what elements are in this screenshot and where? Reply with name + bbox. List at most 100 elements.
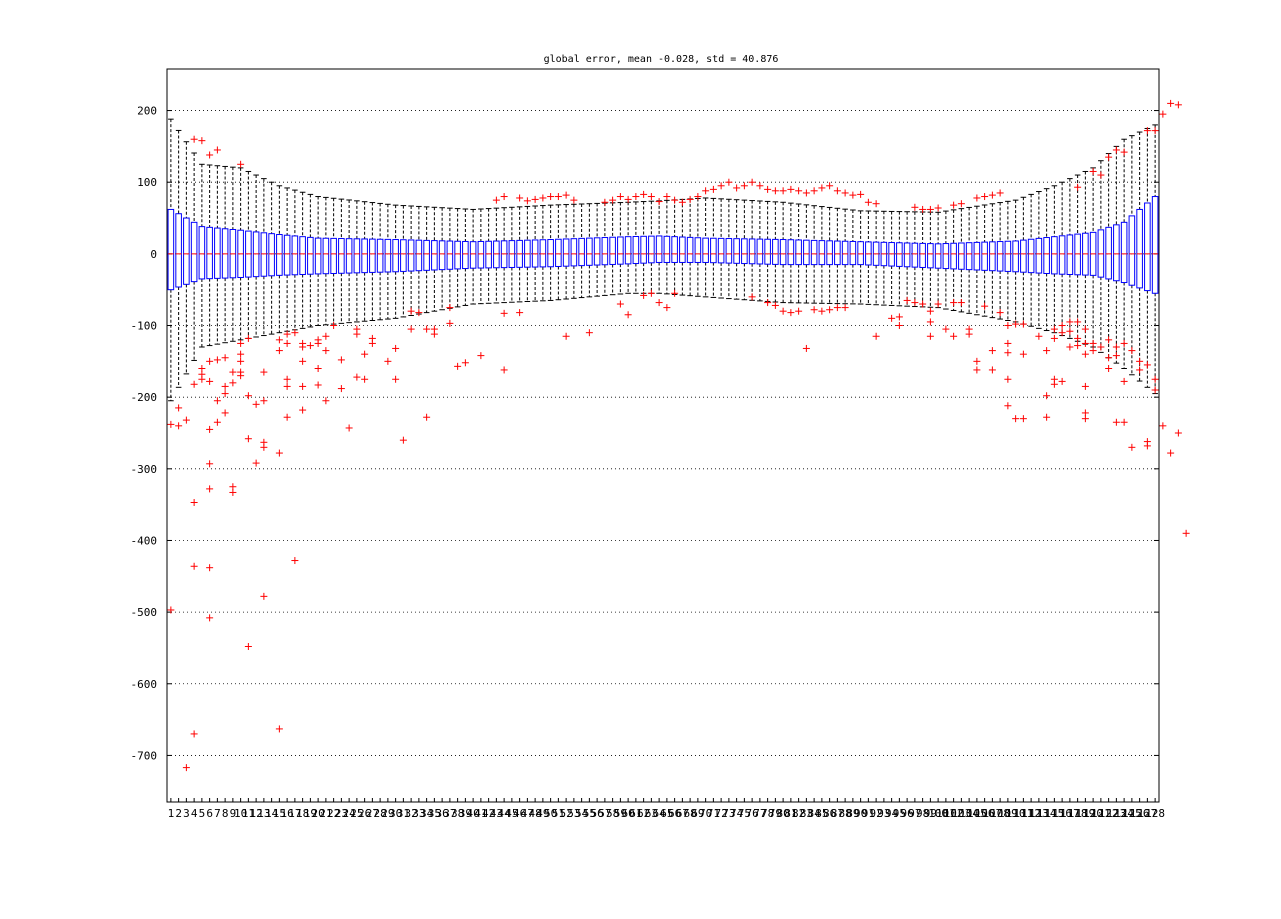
outlier-point	[655, 198, 663, 206]
x-tick-label: 46	[513, 807, 526, 820]
box-group	[330, 197, 337, 325]
x-tick-label: 51	[552, 807, 565, 820]
box-group	[500, 207, 508, 304]
box-group	[423, 206, 430, 314]
outlier-point	[322, 397, 330, 405]
outlier-point	[988, 191, 996, 199]
box-iqr	[175, 213, 182, 288]
outlier-point	[306, 342, 314, 350]
x-tick-label: 21	[319, 807, 332, 820]
outlier-point	[802, 189, 810, 197]
x-tick-label: 20	[312, 807, 325, 820]
outlier-point	[973, 194, 981, 202]
outlier-point	[926, 205, 934, 213]
box-group	[826, 206, 833, 304]
box-group	[927, 211, 934, 308]
outlier-point	[585, 329, 593, 337]
outlier-point	[1159, 422, 1167, 430]
box-iqr	[198, 226, 206, 280]
box-group	[1105, 153, 1112, 359]
x-tick-label: 123	[1106, 807, 1126, 820]
x-tick-label: 66	[668, 807, 681, 820]
box-iqr	[1012, 240, 1019, 273]
outlier-point	[229, 488, 237, 496]
box-group	[167, 118, 175, 402]
x-tick-label: 106	[975, 807, 995, 820]
x-tick-label: 102	[944, 807, 964, 820]
x-tick-label: 91	[862, 807, 875, 820]
box-group	[981, 204, 988, 317]
outlier-point	[802, 344, 810, 352]
x-tick-label: 55	[583, 807, 596, 820]
box-group	[1151, 124, 1159, 395]
box-iqr	[283, 234, 291, 276]
outlier-point	[640, 291, 648, 299]
outlier-point	[1128, 347, 1136, 355]
box-group	[1043, 188, 1050, 332]
box-iqr	[291, 235, 299, 276]
box-group	[338, 198, 345, 324]
x-axis-ticks: 1 2 3 4 5 6 7 8 91011121314151617181920212223242…	[168, 798, 1165, 820]
box-group	[1027, 193, 1035, 327]
box-group	[539, 205, 547, 302]
outlier-point	[1112, 418, 1120, 426]
box-iqr	[1004, 240, 1012, 272]
box-group	[1113, 145, 1120, 364]
x-tick-label: 109	[998, 807, 1018, 820]
box-iqr	[601, 237, 609, 266]
x-tick-label: 111	[1013, 807, 1033, 820]
outlier-point	[872, 332, 880, 340]
x-tick-label: 54	[575, 807, 589, 820]
outlier-point	[399, 436, 407, 444]
outlier-point	[237, 339, 245, 347]
box-group	[679, 198, 686, 296]
outlier-point	[430, 330, 438, 338]
outlier-point	[283, 382, 291, 390]
box-iqr	[849, 240, 857, 266]
outlier-point	[361, 375, 369, 383]
outlier-point	[492, 196, 500, 204]
x-tick-label: 67	[676, 807, 689, 820]
x-tick-label: 86	[823, 807, 836, 820]
outlier-point	[981, 193, 989, 201]
box-iqr	[214, 227, 221, 279]
outlier-point	[950, 332, 958, 340]
box-iqr	[314, 237, 322, 275]
outlier-point	[1019, 320, 1027, 328]
outlier-point	[616, 300, 624, 308]
y-tick-label: -300	[131, 463, 158, 476]
outlier-point	[1143, 127, 1151, 135]
outlier-point	[748, 178, 756, 186]
outlier-point	[182, 416, 190, 424]
outlier-point	[554, 193, 562, 201]
x-tick-label: 113	[1029, 807, 1049, 820]
x-tick-label: 42	[482, 807, 495, 820]
box-group	[322, 196, 330, 326]
outlier-point	[1143, 442, 1151, 450]
x-tick-label: 10	[234, 807, 247, 820]
x-tick-label: 1	[168, 807, 175, 820]
box-iqr	[609, 236, 616, 265]
box-iqr	[485, 240, 492, 269]
outlier-point	[663, 193, 671, 201]
outlier-point	[950, 299, 958, 307]
outlier-point	[299, 357, 307, 365]
box-group	[1082, 170, 1089, 345]
x-tick-label: 69	[691, 807, 704, 820]
box-iqr	[733, 238, 740, 264]
box-iqr	[671, 236, 678, 263]
box-iqr	[338, 238, 345, 274]
box-group	[570, 203, 578, 299]
box-group	[663, 199, 671, 295]
outlier-point	[779, 187, 787, 195]
outlier-point	[965, 330, 973, 338]
outlier-point	[1112, 352, 1120, 360]
outlier-point	[647, 193, 655, 201]
outlier-point	[1120, 339, 1128, 347]
x-tick-label: 100	[928, 807, 948, 820]
box-group	[276, 185, 283, 334]
box-iqr	[260, 232, 268, 277]
x-tick-label: 9	[230, 807, 237, 820]
